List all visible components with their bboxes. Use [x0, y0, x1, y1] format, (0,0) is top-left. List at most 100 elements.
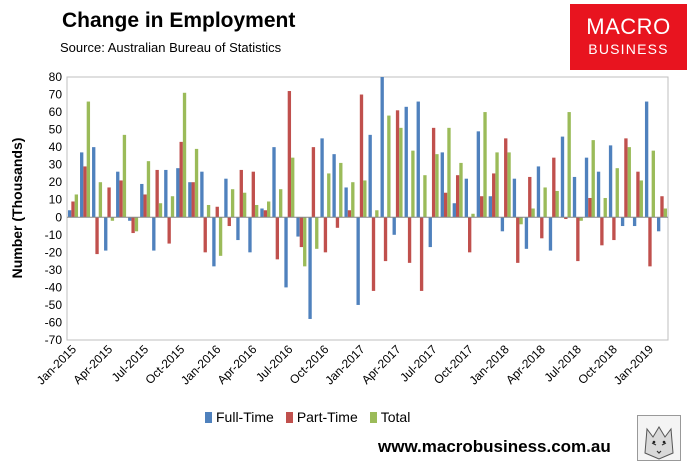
bar-total — [543, 187, 547, 218]
x-tick-label: Apr-2017 — [359, 342, 404, 387]
legend-label-part-time: Part-Time — [296, 409, 358, 425]
y-tick-label: 60 — [49, 105, 63, 119]
bar-full-time — [368, 134, 372, 218]
bar-total — [170, 196, 175, 218]
bar-total — [447, 127, 451, 218]
bar-total — [471, 213, 475, 218]
bar-total — [663, 208, 667, 218]
bar-part-time — [227, 217, 231, 227]
bar-part-time — [588, 197, 592, 218]
bar-part-time — [455, 175, 460, 218]
bar-full-time — [644, 101, 649, 218]
x-tick-label: Apr-2015 — [70, 342, 115, 387]
x-axis-ticks: Jan-2015Apr-2015Jul-2015Oct-2015Jan-2016… — [34, 342, 657, 388]
bar-total — [423, 175, 427, 218]
bar-full-time — [356, 217, 360, 305]
y-tick-label: 50 — [49, 123, 63, 137]
bar-total — [507, 152, 511, 218]
bar-part-time — [504, 138, 508, 218]
bar-part-time — [155, 169, 159, 218]
bar-total — [194, 148, 199, 218]
y-tick-label: 10 — [49, 193, 63, 207]
y-tick-label: -70 — [45, 333, 63, 347]
bar-total — [230, 189, 235, 218]
bar-total — [98, 182, 103, 218]
bar-full-time — [68, 210, 72, 218]
bar-full-time — [116, 171, 120, 218]
bar-total — [303, 217, 307, 267]
x-tick-label: Jan-2019 — [611, 342, 657, 388]
bar-full-time — [584, 157, 589, 218]
bar-full-time — [608, 145, 613, 218]
legend-swatch-part-time — [285, 411, 293, 423]
legend-label-full-time: Full-Time — [216, 409, 274, 425]
bar-full-time — [416, 101, 420, 218]
bar-full-time — [200, 171, 204, 218]
bar-total — [483, 112, 487, 218]
bar-full-time — [272, 147, 276, 218]
bar-part-time — [215, 206, 219, 218]
bar-total — [218, 217, 223, 256]
bar-part-time — [299, 217, 304, 248]
bar-total — [387, 115, 391, 218]
bar-part-time — [468, 217, 472, 253]
bar-full-time — [284, 217, 288, 288]
bar-full-time — [212, 217, 216, 267]
bar-full-time — [188, 182, 192, 218]
bar-full-time — [488, 196, 493, 218]
bar-full-time — [344, 187, 348, 218]
bar-total — [110, 217, 115, 221]
bar-total — [291, 157, 295, 218]
bar-total — [182, 92, 187, 218]
y-tick-label: 20 — [49, 175, 63, 189]
bar-total — [363, 180, 367, 218]
y-tick-label: 0 — [55, 210, 62, 224]
legend-item-part-time: Part-Time — [285, 409, 358, 425]
chart-subtitle: Source: Australian Bureau of Statistics — [60, 40, 282, 55]
y-tick-label: -60 — [45, 315, 63, 329]
bar-part-time — [275, 217, 280, 260]
bar-full-time — [236, 217, 240, 241]
bar-full-time — [92, 147, 96, 218]
bar-total — [375, 210, 379, 218]
bar-part-time — [131, 217, 135, 234]
bar-part-time — [167, 217, 171, 244]
bar-part-time — [516, 217, 520, 263]
legend: Full-Time Part-Time Total — [205, 409, 410, 425]
bar-part-time — [612, 217, 616, 241]
bar-part-time — [83, 166, 87, 218]
y-tick-label: -20 — [45, 245, 63, 259]
bar-full-time — [248, 217, 252, 253]
bar-total — [279, 189, 283, 218]
bar-total — [615, 168, 619, 218]
bar-total — [327, 173, 331, 218]
bar-full-time — [260, 208, 264, 218]
bar-part-time — [287, 91, 292, 218]
bar-full-time — [140, 183, 144, 218]
bar-total — [74, 194, 79, 218]
bar-full-time — [392, 217, 396, 235]
x-tick-label: Jan-2018 — [467, 342, 513, 388]
bar-full-time — [560, 136, 565, 218]
bar-total — [254, 204, 259, 218]
bar-full-time — [164, 169, 168, 218]
bar-part-time — [323, 217, 328, 253]
bar-part-time — [107, 187, 111, 218]
bar-total — [495, 152, 499, 218]
bar-part-time — [540, 217, 544, 239]
bar-part-time — [528, 176, 532, 218]
bar-full-time — [464, 178, 468, 218]
bar-total — [134, 217, 139, 232]
bar-part-time — [203, 217, 207, 253]
bar-total — [651, 150, 655, 218]
wolf-logo-icon — [637, 415, 681, 461]
bar-part-time — [179, 141, 183, 218]
bar-total — [591, 140, 595, 218]
bar-full-time — [572, 176, 577, 218]
bar-total — [411, 150, 415, 218]
x-tick-label: Apr-2018 — [503, 342, 548, 387]
legend-swatch-total — [369, 411, 377, 423]
bar-part-time — [335, 217, 340, 228]
bar-part-time — [143, 194, 147, 218]
bar-total — [555, 190, 559, 218]
